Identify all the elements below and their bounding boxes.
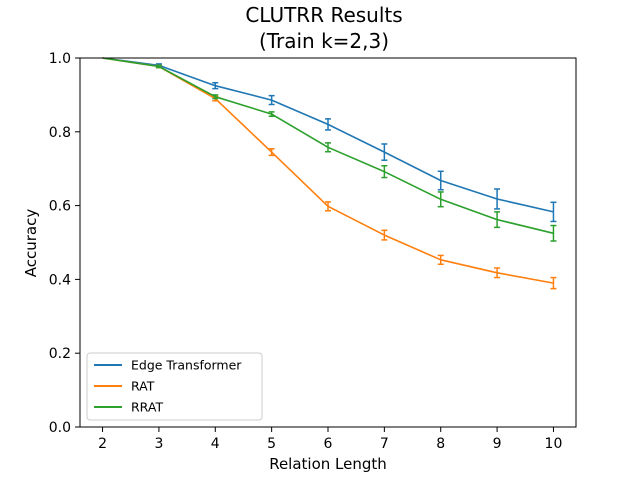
chart-title-line-2: (Train k=2,3) [259, 29, 389, 53]
x-axis: 2 3 4 5 6 7 8 9 10 [98, 427, 562, 452]
legend-label: Edge Transformer [131, 358, 242, 373]
x-tick-label-4: 4 [211, 436, 220, 452]
x-tick-label-8: 8 [436, 436, 445, 452]
y-tick-label-0.8: 0.8 [49, 125, 71, 141]
y-tick-label-0.6: 0.6 [49, 199, 71, 215]
series-0 [102, 57, 557, 223]
chart-title-line-1: CLUTRR Results [245, 3, 402, 27]
legend-label: RAT [131, 379, 155, 394]
series-line [102, 57, 554, 284]
series-line [102, 57, 554, 213]
series-layer [102, 57, 557, 290]
y-tick-label-1.0: 1.0 [49, 51, 71, 67]
y-tick-label-0.0: 0.0 [49, 420, 71, 436]
y-axis: 0.0 0.2 0.4 0.6 0.8 1.0 [49, 51, 80, 436]
x-tick-label-5: 5 [267, 436, 276, 452]
series-2 [102, 57, 557, 242]
x-tick-label-6: 6 [324, 436, 333, 452]
legend-label: RRAT [131, 400, 163, 415]
y-tick-label-0.4: 0.4 [49, 272, 71, 288]
x-tick-label-7: 7 [380, 436, 389, 452]
series-1 [102, 57, 557, 290]
y-tick-label-0.2: 0.2 [49, 346, 71, 362]
x-tick-label-9: 9 [493, 436, 502, 452]
series-line [102, 57, 554, 235]
x-axis-label: Relation Length [269, 455, 387, 473]
legend: Edge Transformer RAT RRAT [86, 352, 263, 421]
x-tick-label-2: 2 [98, 436, 107, 452]
legend-box [86, 352, 263, 421]
x-tick-label-10: 10 [545, 436, 563, 452]
x-tick-label-3: 3 [154, 436, 163, 452]
y-axis-label: Accuracy [22, 209, 40, 278]
